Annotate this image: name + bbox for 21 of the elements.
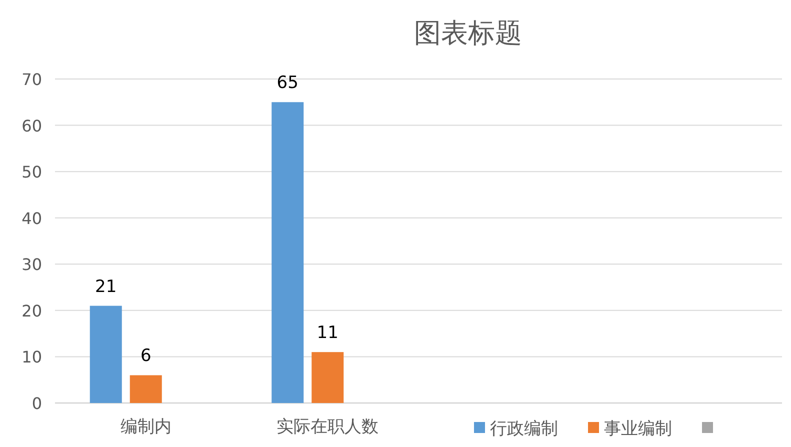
y-tick-label: 70 [22,70,42,89]
data-label: 11 [316,323,338,344]
y-tick-label: 30 [22,255,42,274]
x-tick-label: 实际在职人数 [276,417,379,437]
y-tick-label: 0 [32,394,42,413]
legend-label: 行政编制 [490,419,558,439]
legend-label: 事业编制 [604,419,672,439]
data-label: 65 [276,73,298,94]
data-label: 6 [140,346,152,366]
y-tick-label: 40 [22,208,42,228]
y-tick-label: 20 [22,301,42,320]
y-tick-label: 10 [22,348,42,367]
bar [312,352,344,403]
y-tick-label: 60 [22,116,42,136]
bar [130,375,162,403]
data-label: 21 [95,276,117,297]
bar [90,306,122,403]
x-tick-label: 编制内 [120,417,172,437]
y-tick-label: 50 [22,162,42,182]
title: 图表标题 [414,18,522,49]
bar [272,102,304,403]
